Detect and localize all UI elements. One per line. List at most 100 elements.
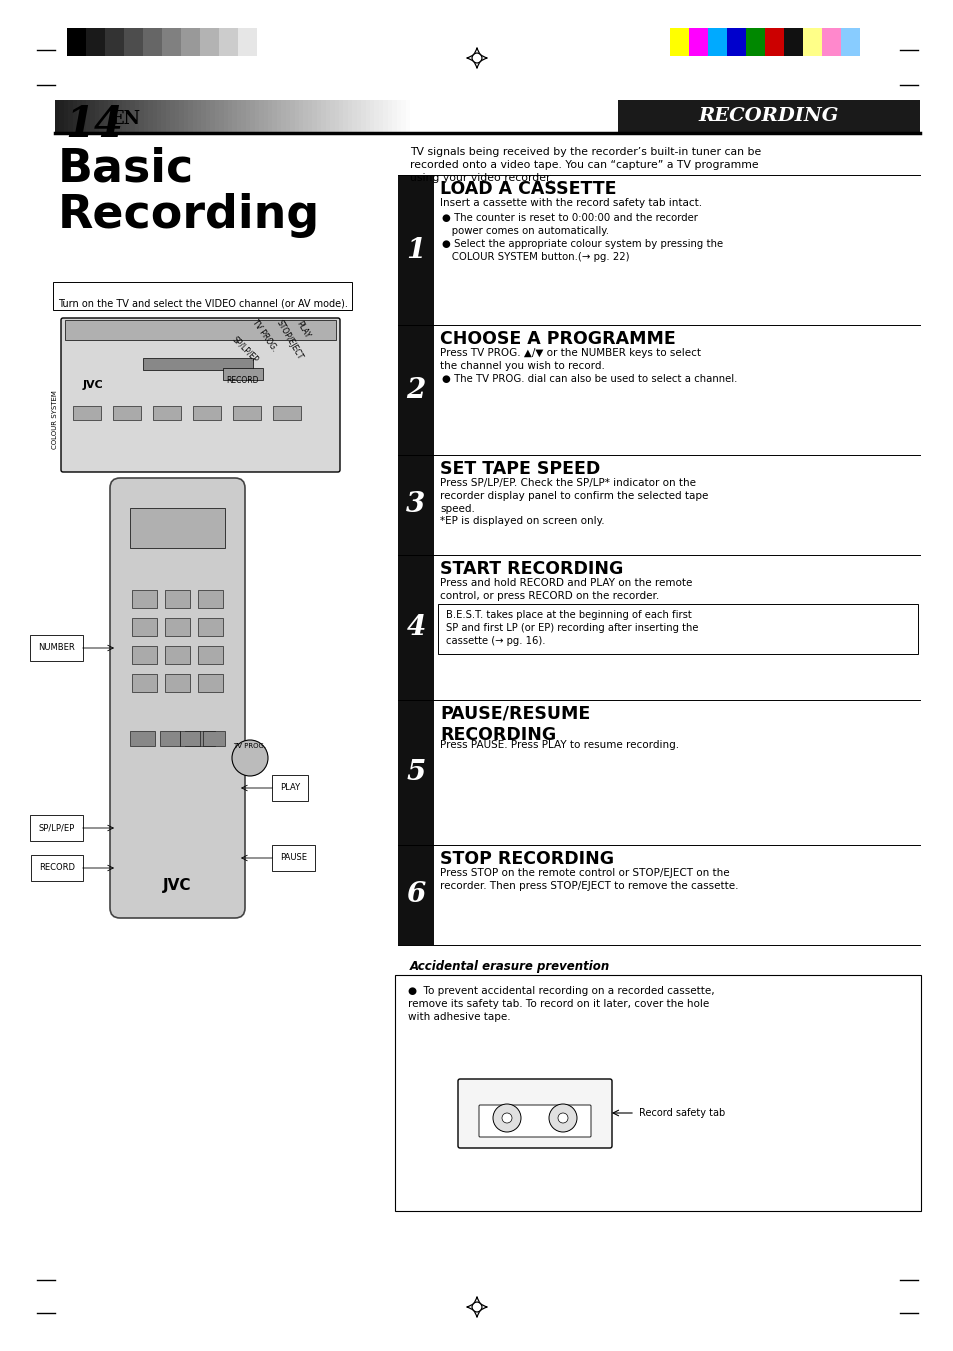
Text: PAUSE/RESUME
RECORDING: PAUSE/RESUME RECORDING [439,705,590,744]
Bar [198,590,223,608]
Bar [165,646,190,663]
Text: RECORD: RECORD [227,376,259,385]
Bar [397,844,434,944]
Bar [112,407,141,420]
Text: EN: EN [110,109,140,128]
Bar [117,100,122,132]
Text: 14: 14 [65,104,123,146]
Bar [185,731,214,746]
Circle shape [232,740,268,775]
Text: 4: 4 [406,613,425,640]
Bar [108,100,113,132]
Bar [77,100,82,132]
Bar [59,100,64,132]
Bar [165,617,190,636]
Bar [157,100,162,132]
Bar [397,700,434,844]
Bar [330,100,335,132]
Text: 2: 2 [406,377,425,404]
Bar [126,100,131,132]
Bar [392,100,396,132]
Bar [841,28,859,55]
Bar [121,100,127,132]
Bar [143,28,162,55]
Bar [184,100,189,132]
Bar [132,617,157,636]
Bar [400,100,406,132]
Bar [148,100,153,132]
Text: ●  To prevent accidental recording on a recorded cassette,
remove its safety tab: ● To prevent accidental recording on a r… [408,986,714,1023]
Text: Accidental erasure prevention: Accidental erasure prevention [410,961,610,973]
Text: JVC: JVC [163,878,192,893]
Text: CHOOSE A PROGRAMME: CHOOSE A PROGRAMME [439,330,675,349]
Bar [259,100,264,132]
Bar [821,28,841,55]
Bar [105,28,124,55]
Bar [688,28,707,55]
Text: Press STOP on the remote control or STOP/EJECT on the
recorder. Then press STOP/: Press STOP on the remote control or STOP… [439,867,738,890]
Text: RECORDING: RECORDING [699,107,839,126]
Bar [228,100,233,132]
Bar [143,358,253,370]
Text: B.E.S.T. takes place at the beginning of each first
SP and first LP (or EP) reco: B.E.S.T. takes place at the beginning of… [446,611,698,646]
Bar [210,100,215,132]
Bar [233,100,237,132]
Text: STOP/EJECT: STOP/EJECT [274,319,305,361]
Circle shape [493,1104,520,1132]
Bar [726,28,745,55]
Bar [397,455,434,555]
Bar [165,590,190,608]
Bar [338,100,344,132]
Bar [65,320,335,340]
FancyBboxPatch shape [61,317,339,471]
Bar [273,407,301,420]
Bar [219,28,237,55]
Bar [233,407,261,420]
Bar [388,100,393,132]
Text: TV PROG.: TV PROG. [233,743,266,748]
Bar [325,100,331,132]
Text: 6: 6 [406,881,425,908]
Bar [802,28,821,55]
FancyBboxPatch shape [457,1079,612,1148]
Bar [144,100,149,132]
Bar [669,28,688,55]
Bar [365,100,370,132]
Bar [237,28,256,55]
Text: SP/LP/EP: SP/LP/EP [39,824,75,832]
Bar [171,100,175,132]
Bar [131,100,135,132]
Text: ● The counter is reset to 0:00:00 and the recorder
   power comes on automatical: ● The counter is reset to 0:00:00 and th… [441,213,698,236]
Text: NUMBER: NUMBER [38,643,75,653]
Bar [378,100,383,132]
Bar [335,100,339,132]
Bar [263,100,268,132]
Text: 1: 1 [406,236,425,263]
Bar [69,100,73,132]
Bar [745,28,764,55]
Bar [294,100,299,132]
Bar [223,367,263,380]
Bar [219,100,224,132]
Bar [165,674,190,692]
Text: JVC: JVC [83,380,104,390]
Text: START RECORDING: START RECORDING [439,561,622,578]
Bar [383,100,388,132]
Bar [198,617,223,636]
Bar [397,176,434,326]
Bar [104,100,109,132]
Text: TV signals being received by the recorder’s built-in tuner can be
recorded onto : TV signals being received by the recorde… [410,147,760,184]
Bar [290,100,294,132]
Circle shape [548,1104,577,1132]
Text: Insert a cassette with the record safety tab intact.: Insert a cassette with the record safety… [439,199,701,208]
Bar [152,407,181,420]
Bar [55,100,60,132]
Bar [308,100,313,132]
Text: PLAY: PLAY [280,784,300,793]
Bar [193,407,221,420]
Text: Press and hold RECORD and PLAY on the remote
control, or press RECORD on the rec: Press and hold RECORD and PLAY on the re… [439,578,692,601]
Bar [352,100,356,132]
Bar [161,100,166,132]
Bar [181,28,200,55]
Bar [201,100,206,132]
